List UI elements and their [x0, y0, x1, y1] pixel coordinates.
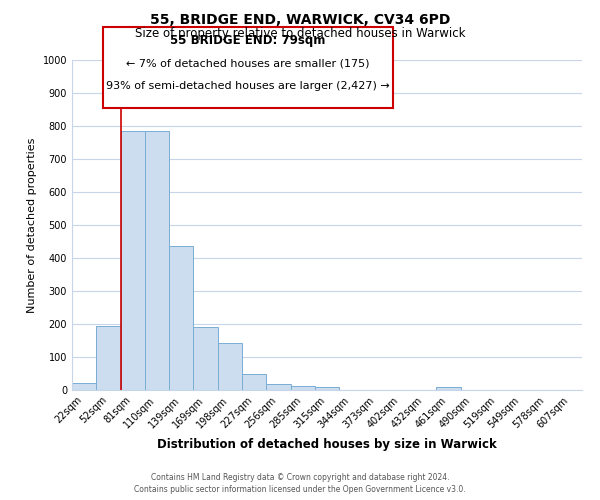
Bar [96, 326, 121, 390]
Bar [315, 386, 339, 390]
Text: 55 BRIDGE END: 79sqm: 55 BRIDGE END: 79sqm [170, 34, 326, 46]
X-axis label: Distribution of detached houses by size in Warwick: Distribution of detached houses by size … [157, 438, 497, 451]
Bar [290, 386, 315, 390]
Bar [103, 27, 394, 108]
Text: Size of property relative to detached houses in Warwick: Size of property relative to detached ho… [135, 28, 465, 40]
Bar [72, 384, 96, 390]
Bar [145, 131, 169, 390]
Bar [121, 131, 145, 390]
Bar [242, 374, 266, 390]
Bar [266, 384, 290, 390]
Text: 55, BRIDGE END, WARWICK, CV34 6PD: 55, BRIDGE END, WARWICK, CV34 6PD [150, 12, 450, 26]
Bar [169, 246, 193, 390]
Text: Contains HM Land Registry data © Crown copyright and database right 2024.: Contains HM Land Registry data © Crown c… [151, 472, 449, 482]
Text: ← 7% of detached houses are smaller (175): ← 7% of detached houses are smaller (175… [126, 58, 370, 68]
Text: Contains public sector information licensed under the Open Government Licence v3: Contains public sector information licen… [134, 485, 466, 494]
Y-axis label: Number of detached properties: Number of detached properties [27, 138, 37, 312]
Bar [193, 328, 218, 390]
Text: 93% of semi-detached houses are larger (2,427) →: 93% of semi-detached houses are larger (… [106, 82, 390, 92]
Bar [218, 343, 242, 390]
Bar [436, 388, 461, 390]
